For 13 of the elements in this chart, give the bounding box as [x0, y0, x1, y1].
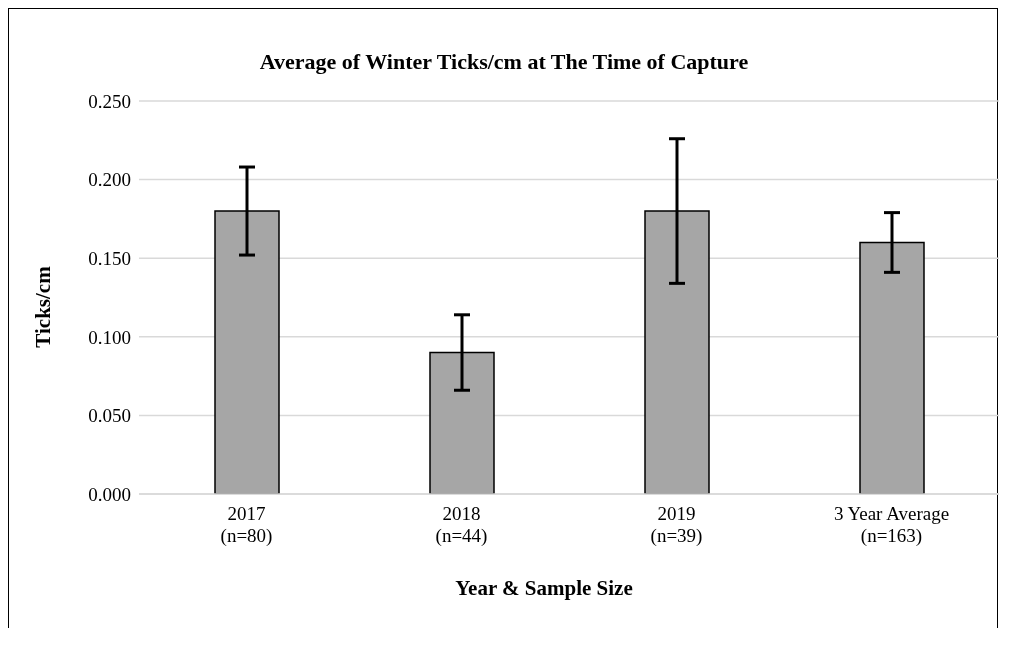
y-tick-label: 0.100: [88, 326, 131, 348]
x-tick-label: 2018 (n=44): [435, 503, 488, 547]
chart-title: Average of Winter Ticks/cm at The Time of Capture: [258, 49, 750, 75]
x-tick-label: 2017 (n=80): [220, 503, 273, 547]
y-axis-title: Ticks/cm: [30, 266, 56, 348]
x-tick-label: 3 Year Average (n=163): [833, 503, 950, 547]
x-axis-title: Year & Sample Size: [454, 576, 634, 601]
y-tick-label: 0.150: [88, 247, 131, 269]
x-tick-label: 2019 (n=39): [650, 503, 703, 547]
y-tick-label: 0.200: [88, 169, 131, 191]
y-tick-label: 0.250: [88, 90, 131, 112]
y-tick-label: 0.000: [88, 483, 131, 505]
y-tick-label: 0.050: [88, 405, 131, 427]
